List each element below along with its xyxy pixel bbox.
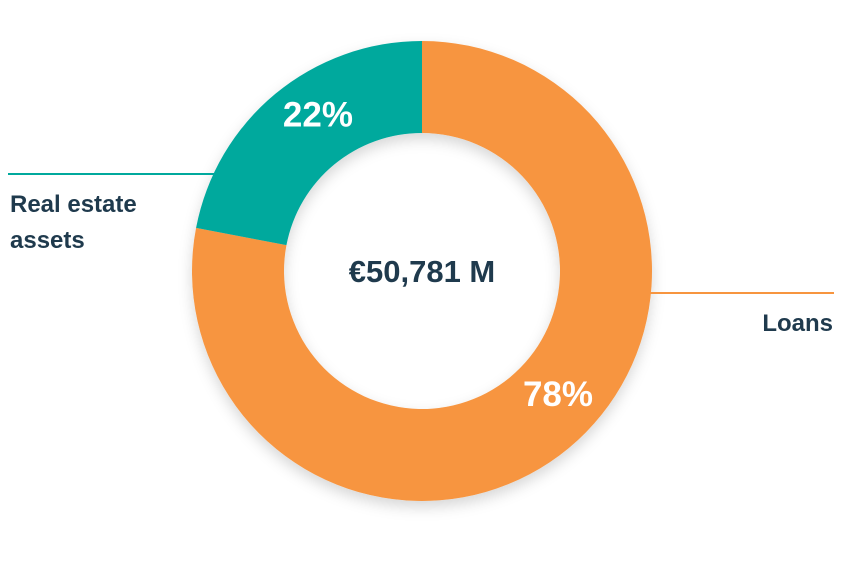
category-label-loans: Loans (762, 310, 833, 337)
center-total-label: €50,781 M (349, 254, 496, 289)
value-label-real-estate-assets: 22% (283, 95, 353, 134)
category-label-real-estate-line-2: assets (10, 227, 85, 254)
slice-real-estate-assets (196, 41, 422, 246)
slice-loans (191, 41, 652, 501)
donut-slices (191, 41, 652, 501)
category-label-real-estate-line-1: Real estate (10, 191, 137, 218)
category-label-real-estate-assets: Real estate assets (10, 191, 143, 254)
value-label-loans: 78% (523, 375, 593, 414)
